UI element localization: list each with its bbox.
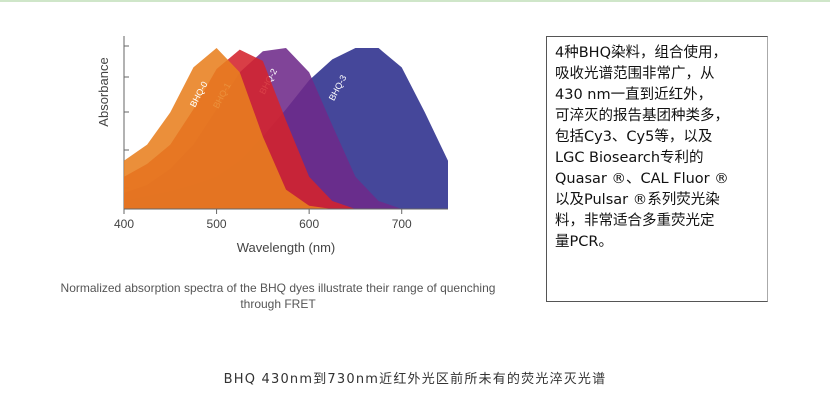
note-line: 包括Cy3、Cy5等，以及 (555, 129, 713, 145)
note-line: LGC Biosearch专利的 (555, 150, 704, 166)
area (124, 48, 448, 209)
x-axis-label: Wavelength (nm) (237, 240, 336, 255)
note-line: 4种BHQ染料，组合使用， (555, 45, 727, 61)
x-tick-label: 700 (392, 217, 412, 231)
x-tick-label: 400 (114, 217, 134, 231)
y-axis-label: Absorbance (96, 57, 111, 126)
note-line: Quasar ®、CAL Fluor ® (555, 171, 729, 187)
x-tick-label: 600 (299, 217, 319, 231)
note-box: 4种BHQ染料，组合使用， 吸收光谱范围非常广，从 430 nm一直到近红外， 可淬灭… (546, 36, 768, 302)
chart-caption: Normalized absorption spectra of the BHQ… (60, 281, 496, 311)
note-line: 吸收光谱范围非常广，从 (555, 66, 715, 82)
note-line: 可淬灭的报告基团种类多， (555, 108, 729, 124)
note-line: 量PCR。 (555, 234, 613, 250)
note-line: 以及Pulsar ®系列荧光染 (555, 192, 720, 208)
note-line: 430 nm一直到近红外， (555, 87, 713, 103)
x-tick-label: 500 (207, 217, 227, 231)
caption: BHQ 430nm到730nm近红外光区前所未有的荧光淬灭光谱 (223, 372, 607, 387)
chart: Absorbance Wavelength (nm) BHQ-3BHQ-2BHQ… (96, 36, 448, 255)
note-line: 料，非常适合多重荧光定 (555, 213, 715, 229)
